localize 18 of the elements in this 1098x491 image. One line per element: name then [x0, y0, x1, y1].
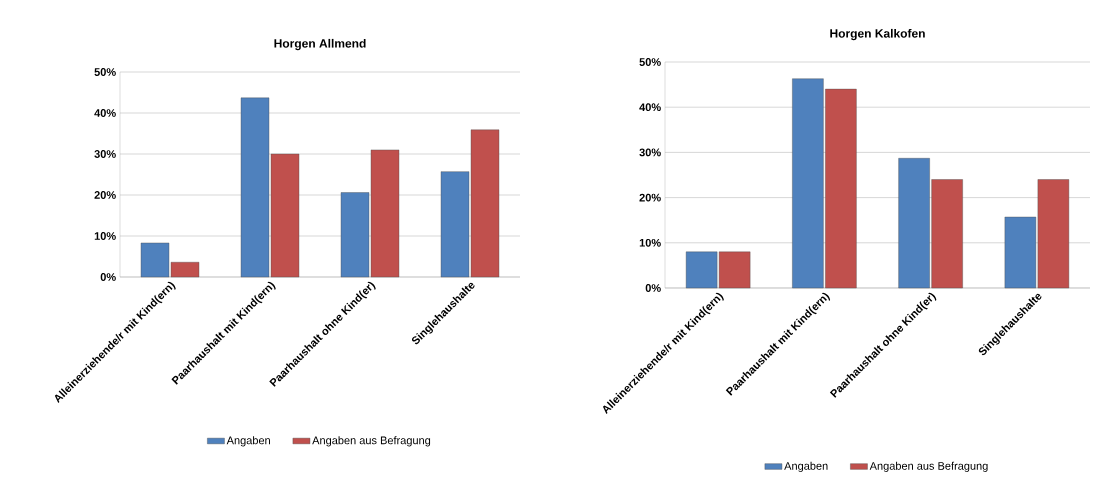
legend-label: Angaben [784, 461, 828, 472]
legend-label: Angaben aus Befragung [312, 436, 431, 447]
y-tick-label: 50% [639, 58, 661, 66]
chart-title: Horgen Kalkofen [830, 28, 925, 41]
y-tick-label: 30% [94, 150, 116, 158]
y-tick-label: 20% [94, 191, 116, 199]
y-tick-label: 10% [94, 232, 116, 240]
y-tick-label: 40% [639, 103, 661, 112]
y-tick-label: 0% [645, 284, 661, 292]
legend-label: Angaben [226, 436, 270, 447]
y-tick-label: 30% [639, 148, 661, 157]
legend-label: Angaben aus Befragung [869, 461, 988, 472]
y-tick-label: 40% [94, 109, 116, 117]
y-tick-label: 0% [100, 273, 116, 281]
y-tick-label: 50% [94, 68, 116, 76]
chart-title: Horgen Allmend [274, 38, 366, 51]
y-tick-label: 10% [639, 238, 661, 247]
y-tick-label: 20% [639, 193, 661, 202]
